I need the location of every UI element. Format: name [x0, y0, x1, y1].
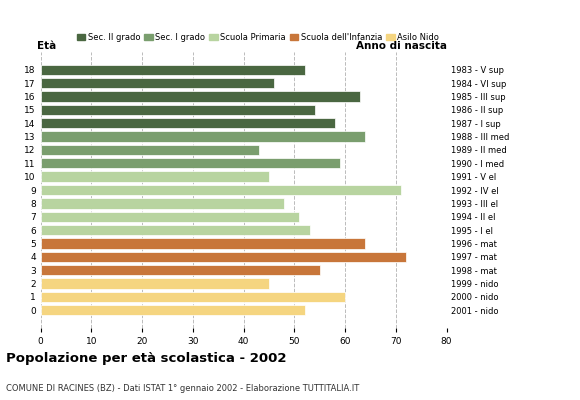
Bar	[41, 64, 305, 75]
Bar	[41, 305, 305, 316]
Bar	[41, 265, 320, 275]
Legend: Sec. II grado, Sec. I grado, Scuola Primaria, Scuola dell'Infanzia, Asilo Nido: Sec. II grado, Sec. I grado, Scuola Prim…	[74, 30, 443, 45]
Bar	[41, 238, 365, 249]
Bar	[41, 105, 315, 115]
Bar	[41, 212, 299, 222]
Bar	[41, 198, 284, 208]
Bar	[41, 278, 269, 289]
Text: Età: Età	[37, 41, 56, 51]
Bar	[41, 91, 360, 102]
Bar	[41, 145, 259, 155]
Bar	[41, 252, 406, 262]
Text: COMUNE DI RACINES (BZ) - Dati ISTAT 1° gennaio 2002 - Elaborazione TUTTITALIA.IT: COMUNE DI RACINES (BZ) - Dati ISTAT 1° g…	[6, 384, 359, 393]
Bar	[41, 185, 401, 195]
Bar	[41, 131, 365, 142]
Text: Anno di nascita: Anno di nascita	[356, 41, 447, 51]
Bar	[41, 172, 269, 182]
Bar	[41, 292, 345, 302]
Bar	[41, 118, 335, 128]
Bar	[41, 225, 310, 235]
Bar	[41, 78, 274, 88]
Text: Popolazione per età scolastica - 2002: Popolazione per età scolastica - 2002	[6, 352, 287, 365]
Bar	[41, 158, 340, 168]
